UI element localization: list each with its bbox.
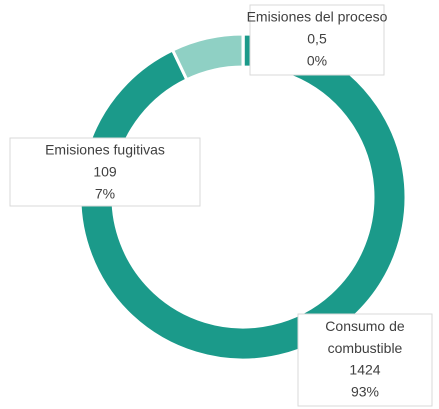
value-label: 1424 <box>349 362 380 378</box>
value-label: 0,5 <box>307 31 327 47</box>
donut-slice <box>78 32 408 362</box>
value-label: 109 <box>93 164 117 180</box>
percent-label: 93% <box>351 384 379 400</box>
category-label: Emisiones del proceso <box>247 9 388 25</box>
category-label: Emisiones fugitivas <box>45 142 165 158</box>
percent-label: 0% <box>307 53 327 69</box>
donut-slice <box>170 32 245 82</box>
label-box <box>297 313 433 407</box>
label-box <box>9 137 201 207</box>
label-box <box>249 4 385 76</box>
category-label: Consumo de combustible <box>325 318 405 356</box>
percent-label: 7% <box>95 186 115 202</box>
